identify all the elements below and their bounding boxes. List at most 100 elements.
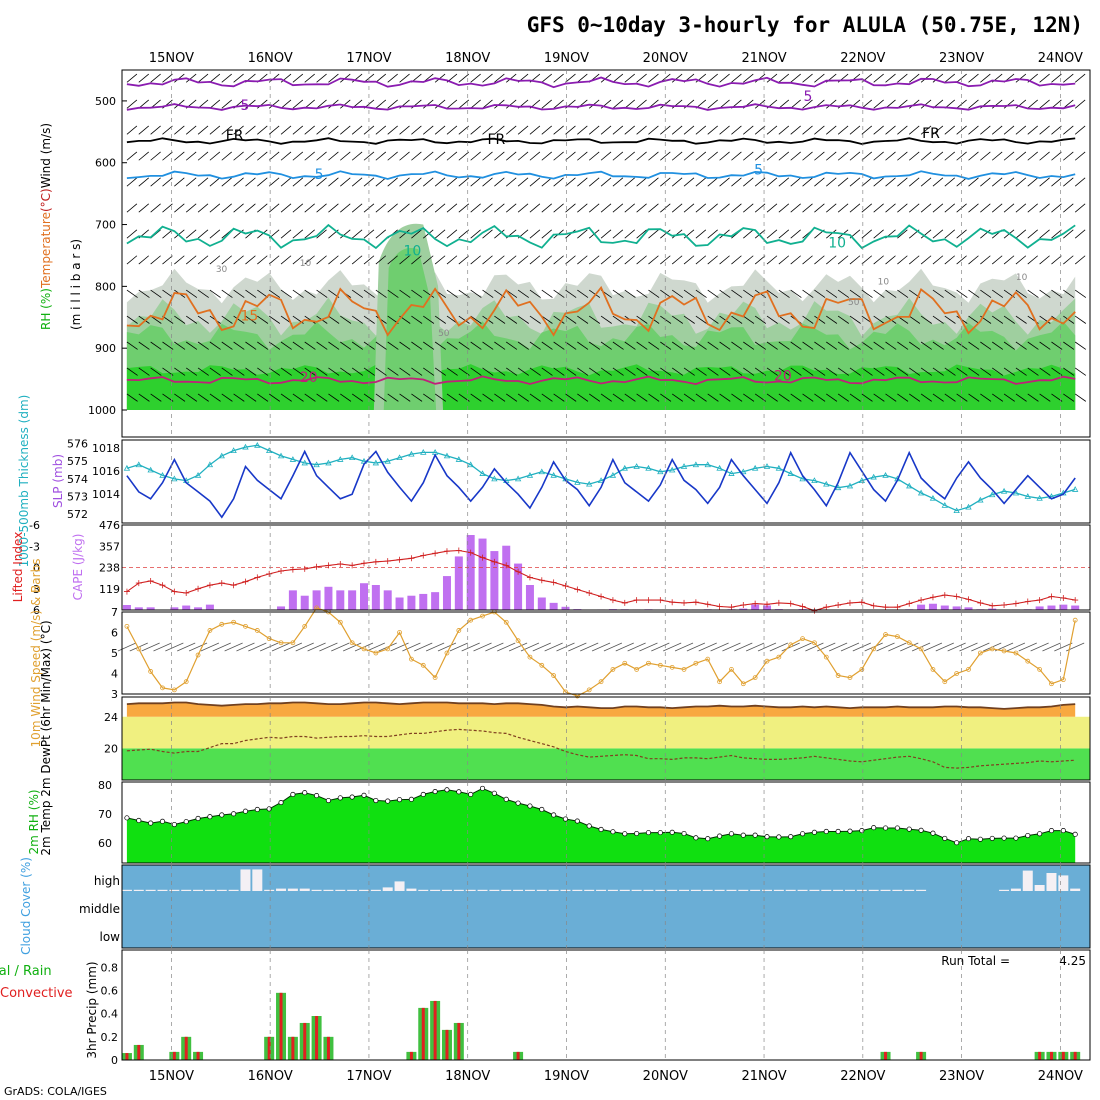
wind-barb [908, 99, 920, 109]
thickness-point [289, 456, 297, 462]
wind-barb [837, 367, 850, 376]
wind-barb [126, 229, 138, 239]
precip-convective-bar [137, 1044, 141, 1060]
lifted-index-point [716, 603, 723, 610]
wind-barb [577, 151, 588, 161]
wind-barb [363, 151, 375, 161]
wind-barb [268, 125, 280, 135]
wind-barb [1027, 341, 1039, 350]
wind-barb [790, 367, 802, 376]
wind-barb [138, 367, 150, 376]
wind-barb [541, 393, 553, 402]
cloud-high-bar [560, 889, 571, 891]
date-label-top: 22NOV [840, 51, 885, 66]
cloud-high-bar [726, 889, 737, 891]
surface-wind-barb [603, 642, 623, 652]
lifted-index-point [918, 597, 925, 604]
wind-barb [766, 255, 778, 265]
cloud-high-bar [441, 889, 452, 891]
wind-barb [1003, 177, 1015, 187]
wind-barb [588, 177, 600, 187]
wind-barb [565, 367, 577, 376]
wind-barb [304, 289, 316, 298]
wind-barb [423, 203, 434, 213]
precip-convective-bar [291, 1036, 295, 1060]
wind-barb [174, 341, 186, 350]
wind-barb [814, 341, 826, 350]
wind-barb [885, 73, 896, 83]
wind-barb [849, 393, 861, 402]
wind-barb [766, 177, 778, 187]
wind-barb [1015, 125, 1027, 135]
rh-point [207, 814, 213, 820]
wind-barb [944, 367, 956, 376]
wind-speed-point [693, 660, 699, 666]
cloud-high-bar [750, 889, 761, 891]
wind-barb [126, 341, 138, 350]
wind-barb [778, 393, 790, 402]
surface-wind-barb [153, 642, 172, 652]
wind-barb [648, 229, 659, 239]
wind-barb [588, 255, 600, 265]
wind-speed-point [503, 619, 509, 625]
wind-barb [719, 125, 730, 135]
wind-barb [956, 367, 968, 376]
rh-point [551, 812, 557, 818]
wind-barb [1063, 315, 1075, 324]
cloud-high-bar [690, 889, 701, 891]
wind-speed-point [752, 675, 758, 680]
cloud-high-bar [904, 889, 915, 891]
rh-point [681, 830, 687, 837]
wind-speed-point [622, 660, 628, 666]
wind-barb [446, 125, 458, 135]
wind-barb [1051, 151, 1062, 161]
slp-ytick: 1014 [92, 488, 120, 501]
rh-point [136, 817, 142, 824]
wind-barb [494, 315, 506, 324]
lifted-index-point [289, 566, 296, 573]
cloud-high-bar [524, 889, 535, 891]
wind-barb [861, 229, 873, 239]
wind-barb [743, 203, 754, 213]
rh-point [491, 790, 497, 796]
wind-barb [268, 177, 280, 187]
cape-bar [371, 585, 380, 610]
wind-barb [529, 367, 541, 376]
wind-barb [660, 125, 671, 135]
panel-ylabel: Cloud Cover (%) [19, 857, 33, 955]
wind-barb [138, 151, 150, 161]
cape-bar [442, 576, 451, 610]
wind-barb [470, 341, 482, 350]
wind-barb [707, 229, 718, 239]
wind-speed-point [290, 640, 296, 646]
lifted-index-point [396, 556, 403, 563]
wind-barb [316, 229, 327, 239]
cape-bar [348, 590, 357, 610]
wind-barb [529, 315, 541, 324]
wind-barb [897, 341, 909, 350]
wind-barb [304, 73, 315, 83]
precip-ytick: 0.6 [101, 985, 119, 998]
wind-barb [1039, 73, 1050, 83]
wind-barb [185, 367, 198, 376]
wind-barb [743, 125, 754, 135]
cloud-level-label: middle [79, 902, 120, 916]
lifted-index-ytick: 3 [33, 583, 40, 596]
surface-wind-barb [390, 642, 409, 652]
wind-speed-point [989, 646, 995, 652]
wind-barb [731, 151, 742, 161]
surface-wind-barb [876, 642, 895, 652]
wind-barb [743, 315, 755, 324]
wind-barb [434, 203, 446, 213]
wind-speed-point [231, 619, 237, 625]
wind-barb [814, 151, 825, 161]
wind-speed-point [361, 646, 367, 652]
wind-barb [1027, 125, 1038, 135]
wind-barb [446, 255, 458, 265]
wind-barb [980, 393, 992, 402]
wind-barb [707, 73, 718, 83]
wind-barb [814, 177, 825, 187]
cloud-high-bar [121, 889, 132, 891]
rh-point [456, 789, 462, 795]
wind-barb [174, 393, 186, 402]
